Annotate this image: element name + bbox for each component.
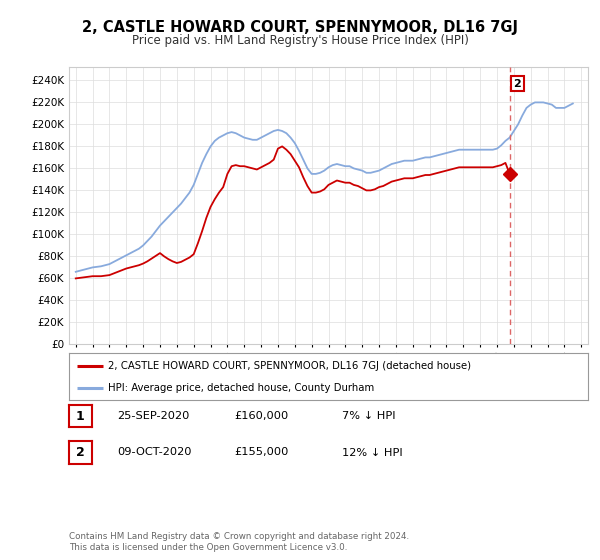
Text: HPI: Average price, detached house, County Durham: HPI: Average price, detached house, Coun… <box>108 382 374 393</box>
Text: 1: 1 <box>76 409 85 423</box>
Text: Contains HM Land Registry data © Crown copyright and database right 2024.
This d: Contains HM Land Registry data © Crown c… <box>69 532 409 552</box>
Text: 2, CASTLE HOWARD COURT, SPENNYMOOR, DL16 7GJ (detached house): 2, CASTLE HOWARD COURT, SPENNYMOOR, DL16… <box>108 361 471 371</box>
Text: 25-SEP-2020: 25-SEP-2020 <box>117 411 190 421</box>
Text: 12% ↓ HPI: 12% ↓ HPI <box>342 447 403 458</box>
Text: £160,000: £160,000 <box>234 411 288 421</box>
Text: 2, CASTLE HOWARD COURT, SPENNYMOOR, DL16 7GJ: 2, CASTLE HOWARD COURT, SPENNYMOOR, DL16… <box>82 20 518 35</box>
Text: 2: 2 <box>514 79 521 88</box>
Text: £155,000: £155,000 <box>234 447 289 458</box>
Text: 7% ↓ HPI: 7% ↓ HPI <box>342 411 395 421</box>
Text: Price paid vs. HM Land Registry's House Price Index (HPI): Price paid vs. HM Land Registry's House … <box>131 34 469 46</box>
Text: 2: 2 <box>76 446 85 459</box>
Text: 09-OCT-2020: 09-OCT-2020 <box>117 447 191 458</box>
